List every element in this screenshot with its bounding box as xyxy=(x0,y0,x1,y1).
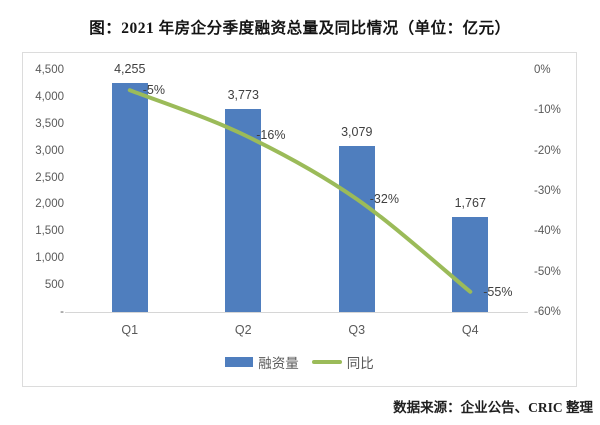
line-point-label: -5% xyxy=(142,83,165,98)
y-tick-left: 3,500 xyxy=(35,117,64,130)
bar-q3 xyxy=(338,146,375,312)
y-tick-left: 2,500 xyxy=(35,171,64,184)
bar-value-label: 3,079 xyxy=(341,125,373,140)
line-point-label: -55% xyxy=(483,284,513,299)
x-label-q4: Q4 xyxy=(461,323,479,337)
y-tick-left: 4,500 xyxy=(35,64,64,76)
x-axis-line xyxy=(65,312,528,313)
legend-line-swatch xyxy=(311,360,342,364)
y-tick-left: 4,000 xyxy=(35,90,64,103)
bar-value-label: 3,773 xyxy=(227,88,259,103)
legend-line-label: 同比 xyxy=(346,356,374,371)
y-tick-left: 1,000 xyxy=(35,252,64,265)
x-label-q1: Q1 xyxy=(121,323,139,337)
source-note: 数据来源：企业公告、CRIC 整理 xyxy=(393,400,593,415)
legend-bar-swatch xyxy=(225,357,254,367)
line-point-label: -16% xyxy=(256,127,286,142)
bar-q1 xyxy=(111,83,148,312)
legend-bar-label: 融资量 xyxy=(258,356,299,371)
y-tick-left: 500 xyxy=(44,279,64,292)
line-point-label: -32% xyxy=(369,192,399,207)
y-tick-right: -50% xyxy=(534,265,561,278)
y-tick-right: -30% xyxy=(534,185,561,197)
y-tick-right: -40% xyxy=(534,225,561,238)
y-tick-right: 0% xyxy=(534,64,551,76)
y-tick-left: 1,500 xyxy=(35,225,64,238)
y-tick-left: 2,000 xyxy=(35,198,64,211)
x-label-q2: Q2 xyxy=(234,323,252,337)
y-tick-right: -60% xyxy=(534,306,561,318)
y-tick-right: -10% xyxy=(534,104,561,117)
bar-value-label: 4,255 xyxy=(114,62,146,77)
y-tick-left: 3,000 xyxy=(35,144,64,157)
y-tick-right: -20% xyxy=(534,144,561,157)
x-label-q3: Q3 xyxy=(348,323,366,337)
bar-value-label: 1,767 xyxy=(454,195,486,210)
y-tick-left: - xyxy=(60,306,64,318)
chart-title: 图：2021 年房企分季度融资总量及同比情况（单位：亿元） xyxy=(89,20,511,37)
legend: 融资量 同比 xyxy=(22,353,577,371)
